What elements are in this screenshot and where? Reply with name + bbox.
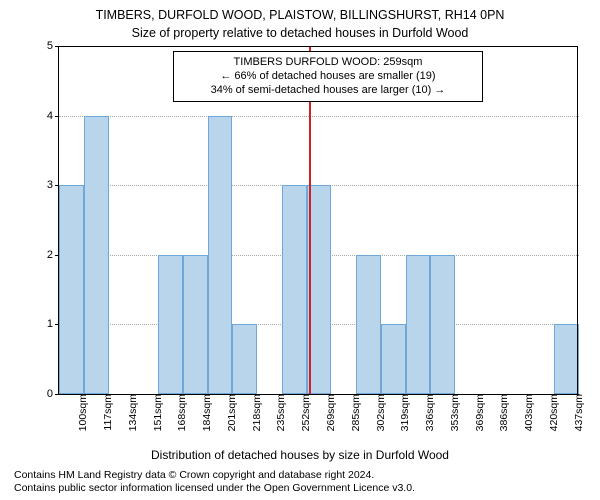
y-tick-mark (55, 394, 59, 395)
histogram-bar (84, 116, 109, 394)
x-tick-label: 235sqm (275, 394, 287, 431)
histogram-bar (208, 116, 233, 394)
gridline (59, 116, 579, 117)
footer-line-2: Contains public sector information licen… (14, 482, 415, 496)
y-tick-label: 2 (47, 249, 53, 261)
histogram-bar (183, 255, 208, 394)
histogram-bar (554, 324, 579, 394)
histogram-bar (406, 255, 431, 394)
x-tick-label: 117sqm (102, 394, 114, 431)
y-tick-mark (55, 46, 59, 47)
y-tick-label: 1 (47, 318, 53, 330)
histogram-bar (158, 255, 183, 394)
x-tick-label: 403sqm (523, 394, 535, 431)
x-tick-label: 336sqm (424, 394, 436, 431)
y-tick-label: 4 (47, 110, 53, 122)
annotation-line-1: TIMBERS DURFOLD WOOD: 259sqm (182, 55, 473, 69)
y-tick-label: 3 (47, 179, 53, 191)
plot-area: 012345100sqm117sqm134sqm151sqm168sqm184s… (58, 46, 580, 395)
x-axis-label: Distribution of detached houses by size … (0, 448, 600, 462)
histogram-bar (430, 255, 455, 394)
chart-container: TIMBERS, DURFOLD WOOD, PLAISTOW, BILLING… (0, 0, 600, 500)
y-tick-label: 5 (47, 40, 53, 52)
y-tick-mark (55, 116, 59, 117)
x-tick-label: 269sqm (325, 394, 337, 431)
x-tick-label: 134sqm (127, 394, 139, 431)
x-tick-label: 369sqm (474, 394, 486, 431)
x-tick-label: 285sqm (350, 394, 362, 431)
histogram-bar (282, 185, 307, 394)
x-tick-label: 184sqm (201, 394, 213, 431)
annotation-line-2: ← 66% of detached houses are smaller (19… (182, 69, 473, 83)
y-tick-label: 0 (47, 388, 53, 400)
x-tick-label: 319sqm (399, 394, 411, 431)
footer: Contains HM Land Registry data © Crown c… (14, 469, 415, 496)
footer-line-1: Contains HM Land Registry data © Crown c… (14, 469, 415, 483)
histogram-bar (232, 324, 257, 394)
histogram-bar (59, 185, 84, 394)
x-tick-label: 353sqm (449, 394, 461, 431)
x-tick-label: 420sqm (548, 394, 560, 431)
x-tick-label: 302sqm (375, 394, 387, 431)
title-sub: Size of property relative to detached ho… (0, 26, 600, 40)
x-tick-label: 386sqm (498, 394, 510, 431)
histogram-bar (381, 324, 406, 394)
x-tick-label: 100sqm (77, 394, 89, 431)
x-tick-label: 437sqm (573, 394, 585, 431)
annotation-box: TIMBERS DURFOLD WOOD: 259sqm← 66% of det… (173, 51, 482, 102)
x-tick-label: 151sqm (152, 394, 164, 431)
x-tick-label: 168sqm (176, 394, 188, 431)
histogram-bar (356, 255, 381, 394)
x-tick-label: 252sqm (300, 394, 312, 431)
annotation-line-3: 34% of semi-detached houses are larger (… (182, 83, 473, 97)
title-main: TIMBERS, DURFOLD WOOD, PLAISTOW, BILLING… (0, 8, 600, 22)
x-tick-label: 201sqm (226, 394, 238, 431)
x-tick-label: 218sqm (251, 394, 263, 431)
